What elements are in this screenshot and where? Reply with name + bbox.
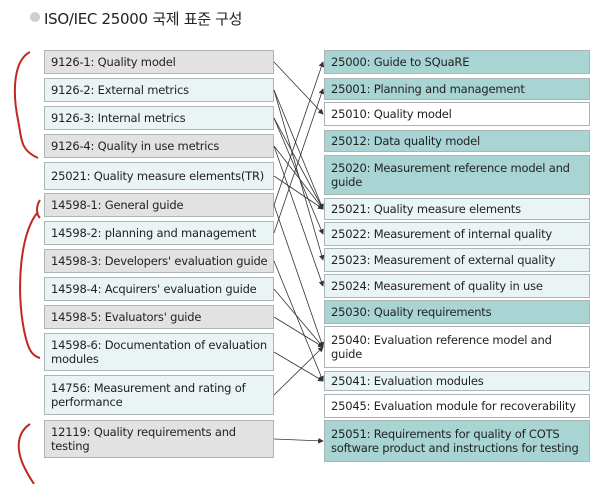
right-standard-box: 25010: Quality model (324, 102, 590, 126)
annotation-bracket-1 (13, 51, 39, 159)
mapping-arrow (273, 61, 325, 206)
mapping-arrow (273, 204, 325, 348)
right-standard-box: 25020: Measurement reference model and g… (324, 155, 590, 195)
left-standard-box: 12119: Quality requirements and testing (44, 420, 274, 458)
left-standard-box: 14598-1: General guide (44, 193, 274, 217)
mapping-arrow (273, 145, 325, 287)
right-standard-box: 25000: Guide to SQuaRE (324, 50, 590, 74)
left-standard-box: 9126-1: Quality model (44, 50, 274, 74)
mapping-arrow (273, 346, 324, 396)
right-standard-box: 25045: Evaluation module for recoverabil… (324, 394, 590, 418)
annotation-mark (36, 199, 41, 219)
right-standard-box: 25041: Evaluation modules (324, 371, 590, 391)
left-standard-box: 14598-3: Developers' evaluation guide (44, 249, 274, 273)
mapping-arrow (273, 89, 324, 210)
left-standard-box: 14756: Measurement and rating of perform… (44, 375, 274, 415)
bullet-icon (30, 12, 40, 22)
right-standard-box: 25012: Data quality model (324, 130, 590, 152)
left-standard-box: 9126-3: Internal metrics (44, 106, 274, 130)
mapping-arrow (273, 260, 324, 382)
mapping-arrow (273, 117, 324, 210)
left-standard-box: 9126-4: Quality in use metrics (44, 134, 274, 158)
annotation-bracket-3 (17, 423, 35, 484)
mapping-arrow (273, 316, 324, 348)
right-standard-box: 25001: Planning and management (324, 78, 590, 100)
right-standard-box: 25021: Quality measure elements (324, 198, 590, 220)
mapping-arrow (273, 88, 325, 234)
annotation-bracket-2 (19, 211, 41, 359)
right-standard-box: 25024: Measurement of quality in use (324, 274, 590, 298)
right-standard-box: 25030: Quality requirements (324, 300, 590, 324)
left-standard-box: 9126-2: External metrics (44, 78, 274, 102)
left-standard-box: 14598-2: planning and management (44, 221, 274, 245)
left-standard-box: 14598-6: Documentation of evaluation mod… (44, 333, 274, 371)
left-standard-box: 14598-4: Acquirers' evaluation guide (44, 277, 274, 301)
mapping-arrow (273, 117, 324, 235)
right-standard-box: 25023: Measurement of external quality (324, 248, 590, 272)
mapping-arrow (273, 438, 324, 444)
mapping-arrow (273, 175, 324, 210)
title-text: ISO/IEC 25000 국제 표준 구성 (44, 10, 243, 28)
left-standard-box: 14598-5: Evaluators' guide (44, 305, 274, 329)
right-standard-box: 25051: Requirements for quality of COTS … (324, 420, 590, 462)
diagram-title: ISO/IEC 25000 국제 표준 구성 (30, 8, 243, 29)
mapping-arrow (273, 145, 324, 210)
right-standard-box: 25040: Evaluation reference model and gu… (324, 326, 590, 368)
right-standard-box: 25022: Measurement of internal quality (324, 222, 590, 246)
left-standard-box: 25021: Quality measure elements(TR) (44, 162, 274, 190)
mapping-arrow (273, 351, 324, 382)
mapping-arrow (273, 61, 324, 115)
mapping-arrow (273, 288, 324, 348)
